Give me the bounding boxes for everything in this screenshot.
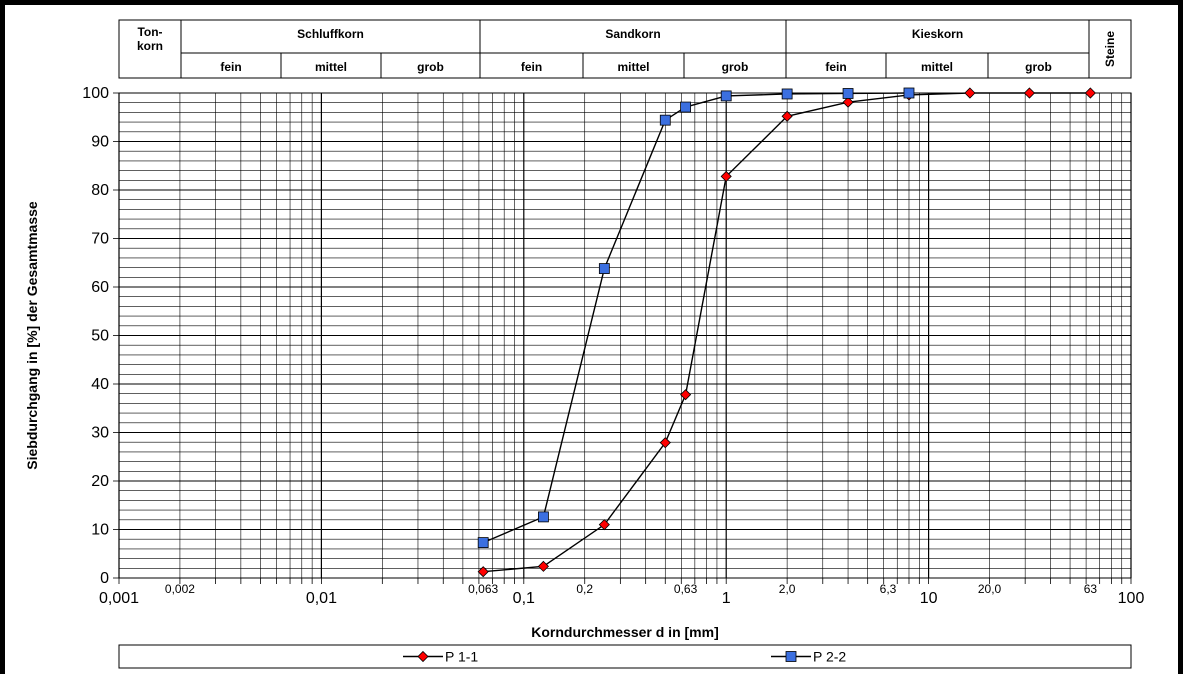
y-tick-label: 0 [100,570,109,587]
data-point-p1-1 [680,389,692,401]
header-sub-mittel: mittel [617,60,649,74]
data-point-p2-2 [720,90,732,102]
legend-label-1: P 1-1 [445,649,478,665]
header-label-sandkorn: Sandkorn [605,27,660,41]
data-point-p2-2 [680,101,691,113]
x-minor-label: 63 [1084,582,1098,596]
x-minor-label: 20,0 [978,582,1002,596]
x-axis-title: Korndurchmesser d in [mm] [531,624,718,640]
x-tick-label: 100 [1118,590,1145,607]
data-point-p1-1 [1023,87,1036,99]
data-point-p1-1 [537,560,549,572]
y-tick-label: 70 [91,231,109,248]
y-tick-label: 50 [91,328,109,345]
data-point-p1-1 [598,519,610,531]
legend-marker-diamond [417,650,429,663]
data-point-p2-2 [842,88,854,99]
data-point-p2-2 [781,88,793,100]
header-label-steine: Steine [1103,31,1117,67]
y-axis-title: Siebdurchgang in [%] der Gesamtmasse [24,201,40,470]
header-label-tonkorn-1: Ton- [137,25,162,39]
y-tick-label: 90 [91,134,109,151]
data-point-p1-1 [659,437,671,449]
header-table-border [118,19,1132,79]
x-tick-label: 0,001 [99,590,139,607]
header-label-kieskorn: Kieskorn [912,27,963,41]
y-tick-label: 60 [91,279,109,296]
x-tick-label: 0,01 [306,590,337,607]
x-minor-label: 0,63 [674,582,698,596]
y-tick-label: 100 [82,85,109,102]
y-tick-label: 80 [91,182,109,199]
data-point-p1-1 [842,96,854,108]
header-label-tonkorn-2: korn [137,39,163,53]
header-sub-grob: grob [417,60,444,74]
y-tick-label: 30 [91,425,109,442]
header-sub-fein: fein [521,60,542,74]
data-point-p1-1 [1084,87,1096,99]
x-tick-label: 10 [920,590,938,607]
x-minor-label: 2,0 [779,582,796,596]
data-point-p1-1 [964,87,976,99]
legend-marker-square [785,651,797,662]
header-label-schluffkorn: Schluffkorn [297,27,364,41]
legend-label-2: P 2-2 [813,649,846,665]
header-sub-mittel: mittel [921,60,953,74]
x-tick-label: 0,1 [513,590,535,607]
data-point-p1-1 [781,110,793,122]
y-tick-label: 20 [91,473,109,490]
x-minor-label: 0,063 [468,582,498,596]
x-tick-label: 1 [722,590,731,607]
header-sub-fein: fein [220,60,241,74]
y-tick-label: 40 [91,376,109,393]
header-sub-fein: fein [825,60,846,74]
data-point-p2-2 [598,263,610,274]
legend-box [118,644,1132,669]
data-point-p2-2 [538,511,549,523]
data-point-p2-2 [903,87,915,99]
data-point-p1-1 [477,566,489,578]
x-minor-label: 0,2 [576,582,593,596]
x-minor-label: 6,3 [880,582,897,596]
header-sub-grob: grob [1025,60,1052,74]
data-point-p1-1 [720,170,732,182]
data-point-p2-2 [659,114,671,126]
x-minor-label: 0,002 [165,582,195,596]
y-tick-label: 10 [91,522,109,539]
data-point-p2-2 [477,537,489,548]
series-line-P-1-1 [483,92,1091,573]
header-sub-mittel: mittel [315,60,347,74]
header-sub-grob: grob [722,60,749,74]
